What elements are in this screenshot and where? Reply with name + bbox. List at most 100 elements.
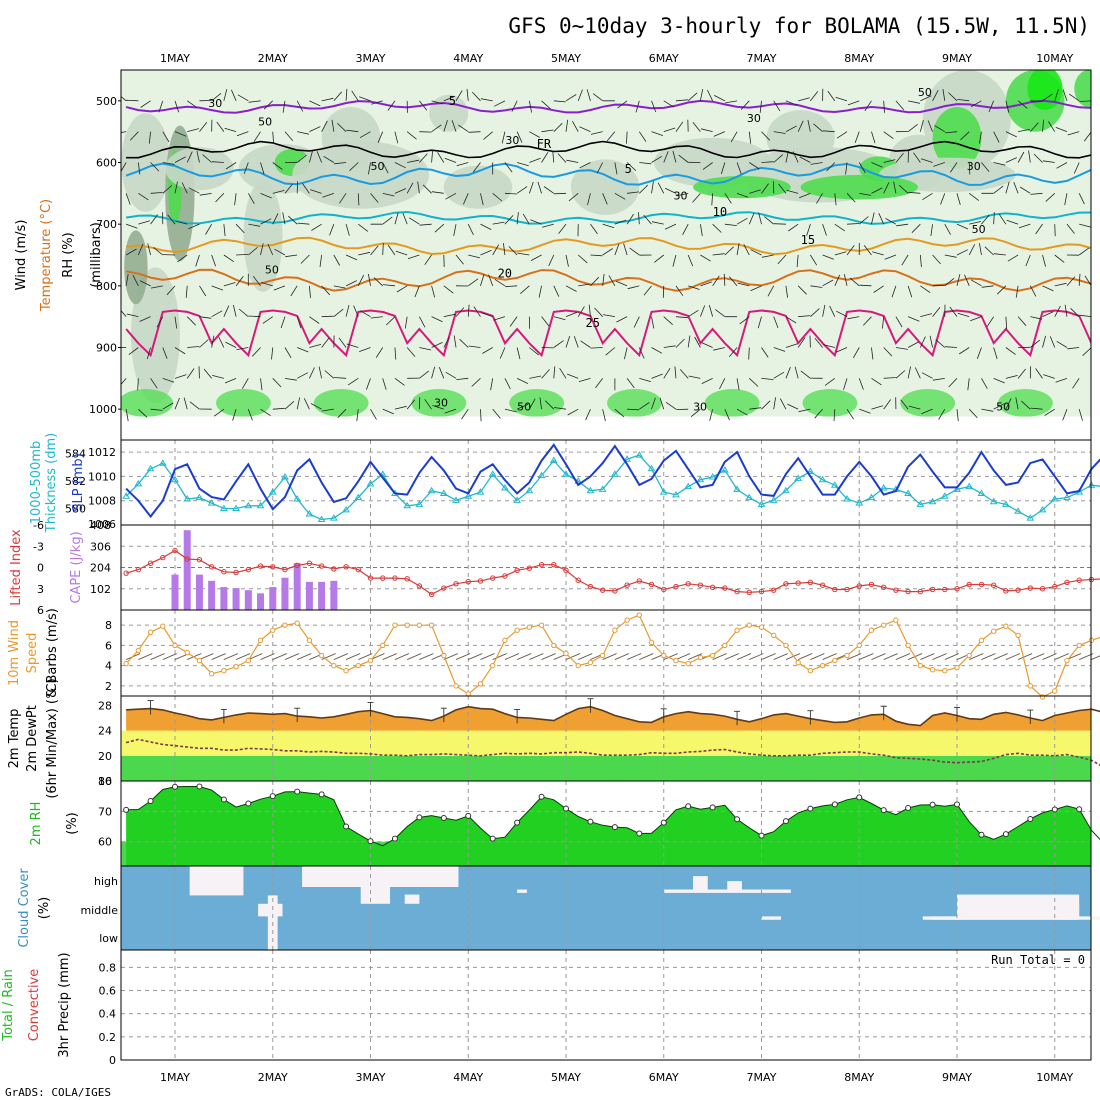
wind-barb — [624, 347, 628, 360]
rh-point — [709, 804, 716, 811]
lifted-index-point — [318, 563, 325, 569]
wind-barb — [453, 335, 457, 348]
lifted-index-point — [661, 586, 667, 593]
rh-point — [123, 806, 130, 813]
wind-barb — [461, 408, 469, 420]
lifted-index-point — [587, 583, 594, 590]
wind-barb — [466, 88, 469, 101]
wind-barb — [679, 369, 689, 379]
wind-barb — [529, 347, 539, 356]
wind-barb — [1064, 193, 1068, 206]
thickness-point — [953, 485, 961, 492]
lifted-index-point — [771, 587, 777, 593]
wind-barb — [456, 377, 469, 380]
wind-barb — [174, 347, 186, 355]
wind-barb — [773, 316, 779, 329]
wind-barb — [424, 399, 432, 410]
wind-barb — [394, 162, 406, 169]
wind-barb — [345, 224, 350, 236]
surface-wind-barb — [406, 653, 422, 660]
wind-barb — [712, 253, 725, 256]
wind-barb — [262, 316, 273, 324]
minmax-errorbar — [440, 707, 447, 723]
clear-sky-block — [189, 866, 244, 896]
wind-barb — [873, 285, 884, 293]
thickness-point — [1050, 494, 1059, 502]
wind-barb — [960, 131, 970, 141]
lifted-index-point — [722, 585, 728, 591]
thickness-point — [427, 486, 436, 494]
rh-contour-label: 30 — [208, 97, 222, 110]
wind-barb — [139, 316, 151, 322]
wind-barb — [1054, 305, 1061, 317]
wind-barb — [829, 305, 836, 317]
wind-barb — [125, 193, 131, 205]
wind-barb — [1093, 317, 1100, 323]
wind-barb — [468, 254, 480, 259]
thickness-point — [488, 470, 497, 477]
wind-barb — [483, 131, 493, 140]
wind-barb — [675, 338, 685, 348]
wind-barb — [272, 407, 285, 410]
wind-speed-point — [1064, 657, 1070, 664]
wind-barb — [1043, 374, 1055, 379]
surface-wind-barb — [211, 653, 226, 660]
wind-barb — [1091, 220, 1100, 225]
lifted-index-point — [331, 566, 337, 572]
wind-barb — [419, 316, 426, 328]
wind-barb — [945, 131, 958, 134]
surface-wind-barb — [480, 653, 495, 660]
wind-barb — [396, 285, 408, 293]
wind-barb — [993, 403, 1005, 410]
wind-barb — [358, 223, 369, 232]
thickness-point — [879, 484, 888, 491]
wind-barb — [573, 336, 579, 348]
wind-barb — [153, 247, 164, 256]
wind-barb — [659, 397, 665, 410]
cape-bar — [232, 588, 240, 610]
wind-barb — [807, 119, 811, 132]
wind-barb — [1005, 100, 1010, 113]
wind-barb — [1017, 100, 1028, 109]
wind-speed-point — [196, 657, 203, 664]
wind-barb — [872, 251, 884, 256]
bottom-date-label: 6MAY — [649, 1071, 679, 1084]
wind-barb — [419, 153, 428, 163]
wind-barb — [406, 399, 416, 410]
bottom-date-label: 1MAY — [160, 1071, 190, 1084]
wind-barb — [504, 215, 514, 225]
pressure-tick-label: 500 — [96, 95, 117, 108]
wind-barb — [785, 343, 798, 348]
rh-shade — [1074, 70, 1091, 107]
wind-barb — [467, 304, 470, 317]
wind-speed-point — [172, 642, 178, 649]
surface-wind-barb — [761, 653, 776, 660]
wind-barb — [290, 285, 298, 297]
isotherm-label: FR — [537, 137, 552, 151]
wind-speed-point — [832, 657, 838, 664]
lifted-index-point — [954, 586, 960, 592]
wind-barb — [333, 254, 341, 266]
wind-barb — [785, 125, 797, 133]
wind-barb — [796, 254, 799, 268]
wind-barb — [585, 409, 591, 421]
wind-barb — [643, 285, 652, 296]
wind-barb — [749, 162, 760, 170]
wind-barb — [969, 221, 981, 225]
wind-barb — [296, 372, 308, 379]
wind-barb — [674, 366, 677, 379]
rh-shade — [932, 106, 982, 169]
wind-barb — [284, 347, 292, 359]
rh-point — [1051, 806, 1058, 813]
surface-wind-barb — [895, 653, 911, 660]
wind-barb — [626, 213, 634, 225]
wind-barb — [202, 154, 212, 163]
wind-barb — [846, 408, 854, 420]
top-date-label: 2MAY — [258, 52, 288, 65]
wind-barb — [140, 100, 151, 108]
rh-point — [172, 783, 178, 790]
wind-barb — [359, 131, 371, 139]
wind-barb — [236, 131, 249, 137]
wind-barb — [499, 347, 506, 359]
lifted-index-point — [514, 567, 520, 574]
